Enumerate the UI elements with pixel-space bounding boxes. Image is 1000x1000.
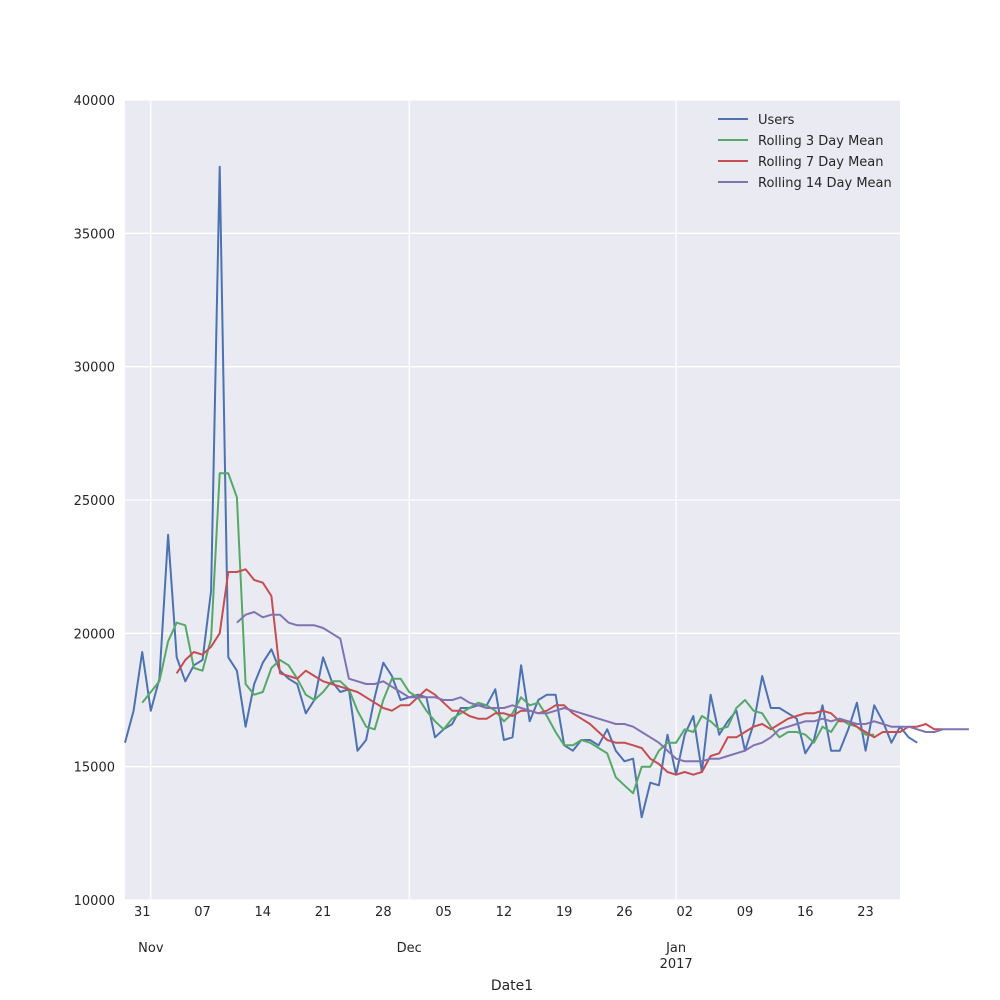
legend-label: Rolling 14 Day Mean	[758, 176, 892, 191]
y-tick-label: 15000	[74, 761, 115, 776]
x-major-tick-label: Dec	[397, 941, 422, 956]
series-line-rolling-14-day-mean	[236, 611, 969, 763]
x-major-tick-sublabel: 2017	[660, 957, 693, 972]
y-tick-label: 30000	[74, 361, 115, 376]
x-tick-label: 02	[676, 905, 693, 920]
y-tick-label: 10000	[74, 894, 115, 909]
y-tick-label: 20000	[74, 627, 115, 642]
series-line-rolling-7-day-mean	[175, 568, 944, 776]
y-tick-label: 35000	[74, 227, 115, 242]
legend-label: Users	[758, 113, 795, 128]
x-tick-label: 23	[857, 905, 874, 920]
grid-lines	[125, 99, 900, 901]
x-tick-label: 16	[797, 905, 814, 920]
x-major-tick-label: Nov	[138, 941, 164, 956]
x-tick-label: 31	[134, 905, 151, 920]
x-tick-label: 14	[255, 905, 272, 920]
x-tick-label: 05	[435, 905, 452, 920]
y-axis: 10000 15000 20000 25000 30000 35000 40000	[74, 94, 115, 909]
y-tick-label: 25000	[74, 494, 115, 509]
series-line-rolling-3-day-mean	[141, 472, 875, 795]
x-tick-label: 21	[315, 905, 332, 920]
x-axis-label: Date1	[491, 978, 533, 994]
legend-label: Rolling 3 Day Mean	[758, 134, 884, 149]
x-tick-label: 12	[496, 905, 513, 920]
y-tick-label: 40000	[74, 94, 115, 109]
x-tick-label: 19	[556, 905, 573, 920]
x-tick-label: 09	[737, 905, 754, 920]
x-tick-label: 07	[194, 905, 211, 920]
series-layer	[124, 165, 969, 819]
series-line-users	[124, 165, 918, 819]
legend-label: Rolling 7 Day Mean	[758, 155, 884, 170]
x-tick-label: 26	[616, 905, 633, 920]
x-tick-label: 28	[375, 905, 392, 920]
legend: Users Rolling 3 Day Mean Rolling 7 Day Mea…	[718, 113, 892, 191]
x-major-tick-label: Jan	[665, 941, 686, 956]
